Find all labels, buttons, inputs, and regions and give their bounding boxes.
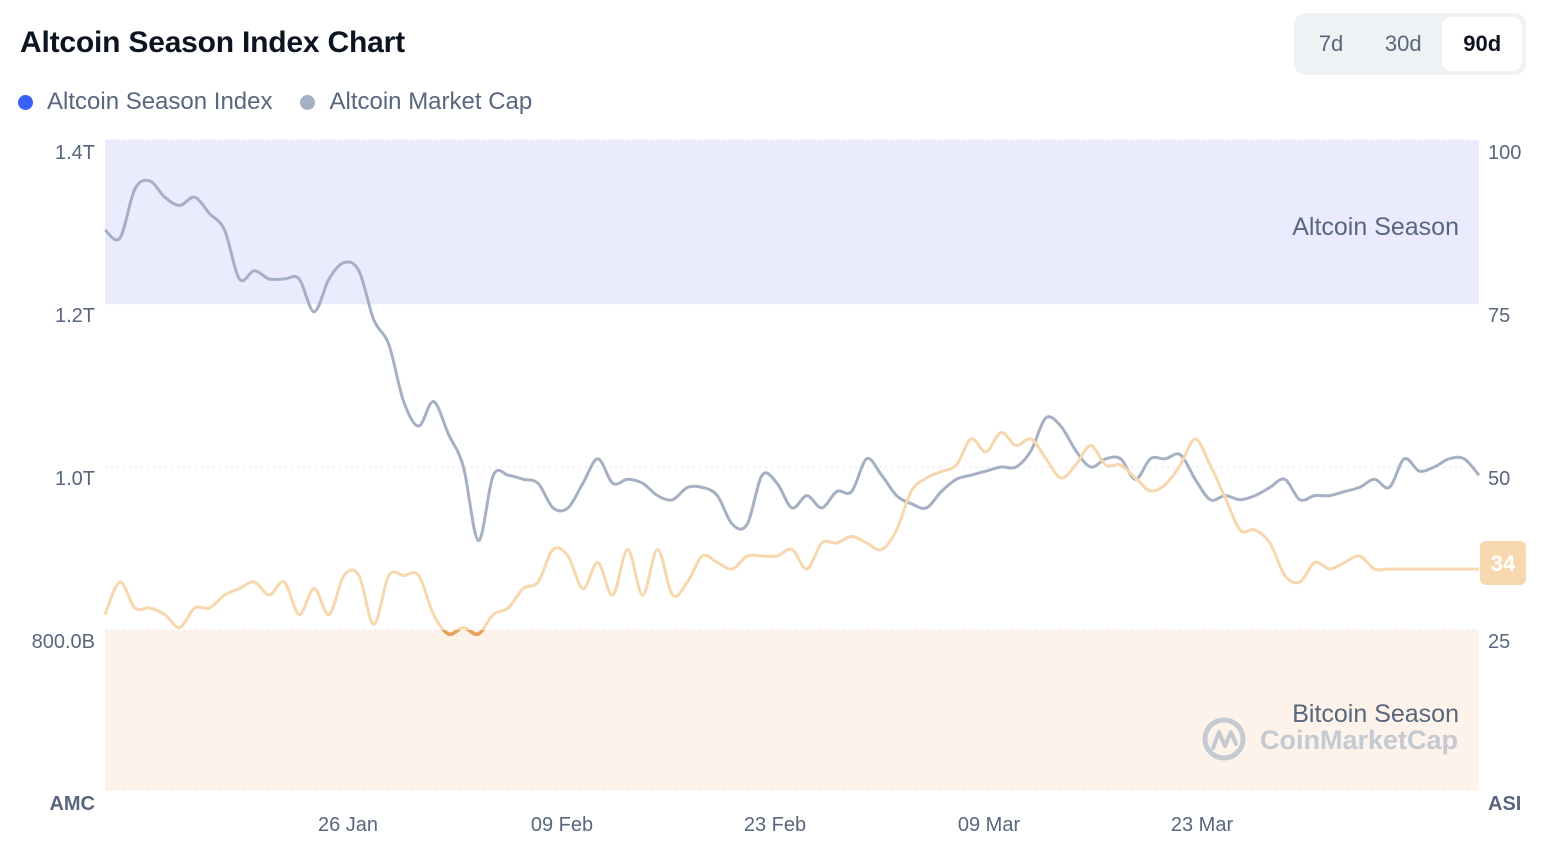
x-tick: 23 Feb <box>744 814 806 836</box>
y-left-tick: 1.4T <box>55 142 95 164</box>
range-7d-button[interactable]: 7d <box>1318 31 1344 56</box>
range-90d-button[interactable]: 90d <box>1442 17 1522 71</box>
y-left-tick: 800.0B <box>32 631 95 653</box>
legend-item-amc[interactable]: Altcoin Market Cap <box>300 88 532 116</box>
range-30d-button[interactable]: 30d <box>1384 31 1422 56</box>
legend-item-asi[interactable]: Altcoin Season Index <box>18 88 272 116</box>
page-title: Altcoin Season Index Chart <box>20 26 405 59</box>
legend-dot-amc <box>300 94 316 110</box>
bitcoin-season-zone <box>105 630 1479 790</box>
asi-series-line <box>103 431 1479 636</box>
y-left-tick: 1.0T <box>55 468 95 490</box>
bitcoin-season-label: Bitcoin Season <box>1292 700 1459 728</box>
watermark-text: CoinMarketCap <box>1260 725 1458 755</box>
current-value-text: 34 <box>1491 551 1516 576</box>
y-right-tick: 75 <box>1488 305 1510 327</box>
x-tick: 26 Jan <box>318 814 378 836</box>
chart-legend: Altcoin Season Index Altcoin Market Cap <box>18 88 532 116</box>
y-right-tick: 100 <box>1488 142 1521 164</box>
legend-dot-asi <box>18 94 33 110</box>
asi-series-layer <box>103 431 1479 637</box>
amc-series-layer <box>104 178 1481 543</box>
altcoin-season-label: Altcoin Season <box>1292 213 1459 241</box>
current-value-badge-bg <box>1480 541 1526 585</box>
altcoin-season-zone <box>105 140 1479 304</box>
y-left-tick: 1.2T <box>55 305 95 327</box>
legend-label-asi: Altcoin Season Index <box>47 88 273 115</box>
x-tick: 09 Mar <box>958 814 1021 836</box>
y-right-axis-label: ASI <box>1488 793 1521 815</box>
y-right-tick: 50 <box>1488 468 1510 490</box>
current-value-badge: 34 <box>1480 541 1526 585</box>
x-tick: 09 Feb <box>531 814 593 836</box>
time-range-selector: 7d 30d 90d <box>1294 13 1526 75</box>
asi-series-line-bitcoin-season <box>441 630 485 637</box>
amc-series-line <box>104 178 1481 543</box>
y-right-tick: 25 <box>1488 631 1510 653</box>
y-left-axis-label: AMC <box>49 793 95 815</box>
legend-label-amc: Altcoin Market Cap <box>329 88 533 115</box>
x-tick: 23 Mar <box>1171 814 1234 836</box>
coinmarketcap-logo-icon <box>1202 717 1246 761</box>
